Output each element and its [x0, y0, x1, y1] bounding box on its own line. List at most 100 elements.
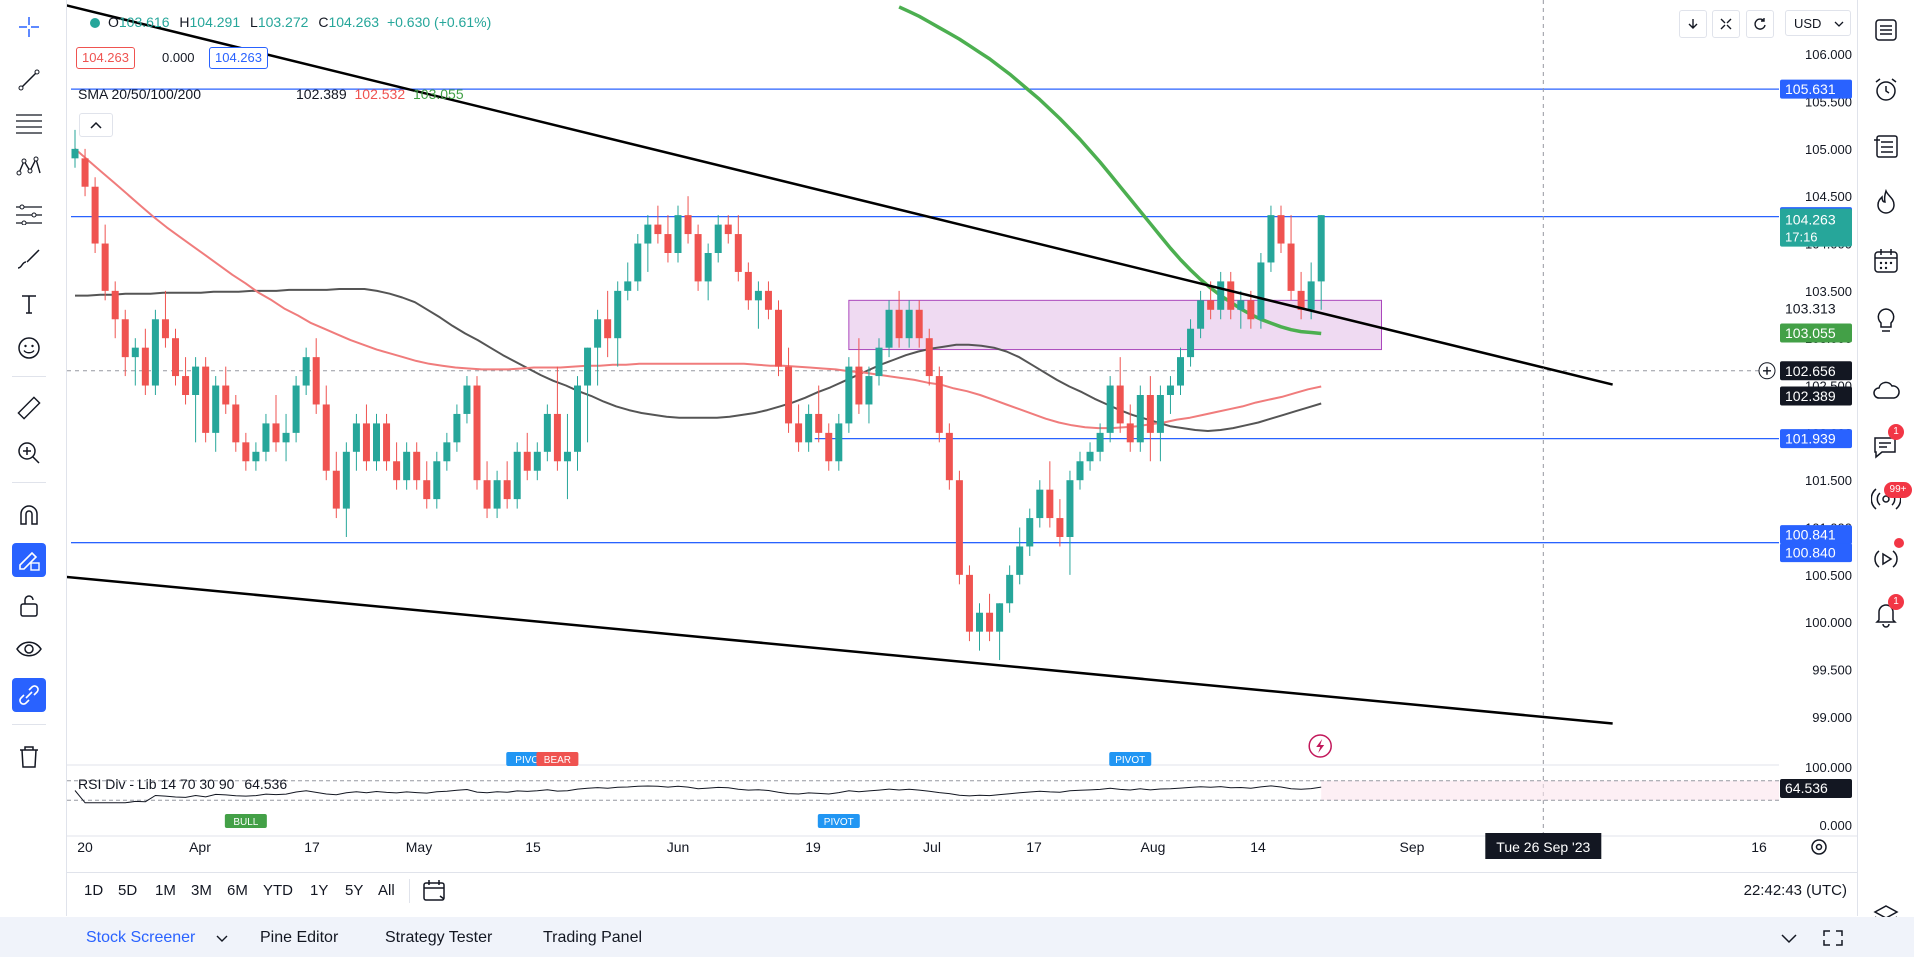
- candle-body: [202, 366, 210, 433]
- price-label-value: 102.656: [1785, 363, 1836, 379]
- candle-body: [1156, 395, 1164, 433]
- sell-button[interactable]: 104.263: [76, 47, 135, 69]
- alarm-clock-icon[interactable]: [1868, 72, 1904, 108]
- rsi-signal-tag: BULL: [224, 814, 267, 828]
- maximize-panel-icon[interactable]: [1822, 929, 1844, 947]
- candle-body: [825, 432, 833, 462]
- stay-in-drawing-mode-icon[interactable]: [12, 543, 46, 577]
- price-label-hline: 100.841: [1780, 525, 1852, 545]
- timeframe-1m[interactable]: 1M: [155, 882, 176, 899]
- candle: [483, 461, 491, 519]
- candle: [805, 404, 813, 452]
- link-icon[interactable]: [12, 678, 46, 712]
- watchlist-icon[interactable]: [1868, 12, 1904, 48]
- timeframe-1d[interactable]: 1D: [84, 882, 104, 899]
- brush-icon[interactable]: [12, 243, 46, 277]
- chevron-down-icon[interactable]: [216, 935, 228, 943]
- auto-scale-button[interactable]: [1712, 10, 1740, 38]
- magnet-icon[interactable]: [12, 498, 46, 532]
- candle-body: [895, 309, 903, 339]
- play-stream-icon[interactable]: [1868, 541, 1904, 577]
- ruler-icon[interactable]: [12, 391, 46, 425]
- timeframe-1y[interactable]: 1Y: [310, 882, 329, 899]
- cloud-icon[interactable]: [1868, 373, 1904, 409]
- candle-body: [1207, 300, 1215, 310]
- crosshair-icon[interactable]: [12, 10, 46, 44]
- candle-body: [644, 224, 652, 244]
- close-value: 104.263: [328, 14, 380, 30]
- ideas-lightbulb-icon[interactable]: [1868, 302, 1904, 338]
- text-icon[interactable]: [12, 287, 46, 321]
- candle: [312, 338, 320, 414]
- price-label-sma_green: 103.055: [1780, 323, 1852, 343]
- toolbar-divider: [12, 482, 46, 483]
- candle: [453, 404, 461, 452]
- trash-icon[interactable]: [12, 740, 46, 774]
- tab-pine-editor[interactable]: Pine Editor: [260, 929, 339, 946]
- candle: [674, 205, 682, 263]
- candle-body: [594, 319, 602, 348]
- minimize-panel-icon[interactable]: [1780, 933, 1798, 945]
- hotlist-flame-icon[interactable]: [1868, 184, 1904, 220]
- candle-body: [915, 309, 923, 339]
- collapse-legend-button[interactable]: [79, 113, 113, 137]
- data-window-icon[interactable]: [1868, 128, 1904, 164]
- zoom-in-icon[interactable]: [12, 436, 46, 470]
- pattern-icon[interactable]: [12, 150, 46, 184]
- buy-button[interactable]: 104.263: [209, 47, 268, 69]
- candle: [373, 413, 380, 471]
- trend-line-icon[interactable]: [12, 63, 46, 97]
- price-label-value: 100.840: [1785, 545, 1836, 561]
- emoji-icon[interactable]: [12, 331, 46, 365]
- candle: [192, 357, 200, 443]
- candle-body: [393, 461, 401, 481]
- price-chart[interactable]: 106.000105.500105.000104.500104.000103.5…: [67, 0, 1857, 870]
- timeframe-ytd[interactable]: YTD: [263, 882, 293, 899]
- currency-select[interactable]: USD: [1785, 10, 1851, 36]
- tab-stock-screener[interactable]: Stock Screener: [86, 929, 196, 946]
- forecast-icon[interactable]: [12, 196, 46, 230]
- timeframe-6m[interactable]: 6M: [227, 882, 248, 899]
- time-axis-tick: 17: [304, 839, 320, 855]
- candle: [664, 215, 672, 263]
- close-label: C: [318, 14, 329, 30]
- settings-gear-icon[interactable]: [1811, 839, 1827, 855]
- candle-body: [815, 413, 823, 433]
- lock-icon[interactable]: [12, 589, 46, 623]
- timeframe-all[interactable]: All: [378, 882, 395, 899]
- candle: [976, 603, 983, 651]
- candle-body: [292, 385, 300, 433]
- candle-body: [332, 470, 340, 509]
- candle-body: [1247, 300, 1255, 320]
- left-toolbar: [0, 0, 67, 916]
- candle-body: [403, 451, 411, 481]
- date-range-calendar-icon[interactable]: [422, 879, 448, 908]
- candle-body: [373, 423, 380, 462]
- rsi-tag-bg: [817, 814, 860, 828]
- tab-strategy-tester[interactable]: Strategy Tester: [385, 929, 493, 946]
- candle: [724, 215, 732, 244]
- candle-body: [744, 271, 752, 301]
- candle: [81, 148, 89, 197]
- fib-retracement-icon[interactable]: [12, 106, 46, 140]
- candle-body: [473, 385, 481, 481]
- time-axis-tick: Jun: [667, 839, 690, 855]
- candle-body: [172, 338, 179, 377]
- tab-trading-panel[interactable]: Trading Panel: [543, 929, 643, 946]
- candle-body: [1287, 243, 1295, 291]
- price-countdown: 17:16: [1785, 230, 1818, 245]
- clock-timezone[interactable]: 22:42:43 (UTC): [1743, 882, 1847, 899]
- timeframe-5d[interactable]: 5D: [118, 882, 138, 899]
- timeframe-5y[interactable]: 5Y: [345, 882, 364, 899]
- candle: [342, 442, 350, 537]
- candle: [473, 376, 481, 490]
- calendar-icon[interactable]: [1868, 243, 1904, 279]
- candle: [815, 385, 823, 443]
- scroll-down-button[interactable]: [1679, 10, 1707, 38]
- chat-icon[interactable]: [1868, 429, 1904, 465]
- price-label-bg: [1780, 429, 1852, 449]
- timeframe-3m[interactable]: 3M: [191, 882, 212, 899]
- candle: [242, 432, 250, 471]
- reset-chart-button[interactable]: [1746, 10, 1774, 38]
- eye-icon[interactable]: [12, 632, 46, 666]
